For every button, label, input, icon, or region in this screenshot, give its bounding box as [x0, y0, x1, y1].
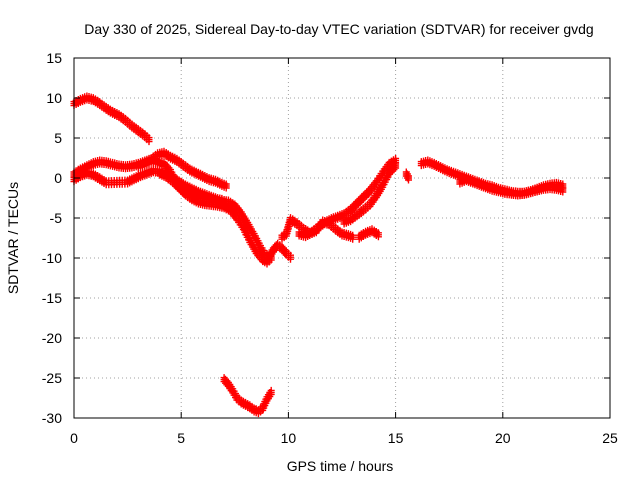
chart-title: Day 330 of 2025, Sidereal Day-to-day VTE…	[84, 21, 593, 37]
y-axis: -30 -25 -20 -15 -10 -5 0 5 10 15	[42, 50, 610, 426]
data-point	[364, 190, 372, 198]
x-tick-label: 0	[70, 430, 78, 446]
y-tick-label: -10	[42, 250, 62, 266]
data-point	[405, 176, 412, 184]
plot-frame	[73, 57, 611, 419]
data-point	[267, 390, 275, 398]
y-tick-label: -30	[42, 410, 62, 426]
series-track-M	[220, 374, 275, 418]
series-track-I	[355, 225, 382, 243]
x-axis-label: GPS time / hours	[287, 458, 394, 474]
y-tick-label: 5	[54, 130, 62, 146]
y-tick-label: -5	[50, 210, 63, 226]
data-point	[385, 170, 393, 178]
y-tick-label: -15	[42, 290, 62, 306]
x-tick-label: 10	[281, 430, 297, 446]
y-axis-label: SDTVAR / TECUs	[5, 182, 21, 294]
series-track-L	[456, 174, 567, 200]
series-track-A	[70, 92, 153, 146]
data-point	[349, 235, 357, 243]
x-tick-label: 25	[602, 430, 618, 446]
plot-area	[70, 92, 567, 418]
series-track-H	[340, 160, 400, 228]
data-point	[388, 167, 396, 175]
y-tick-label: -20	[42, 330, 62, 346]
series-track-J	[402, 168, 412, 184]
y-tick-label: -25	[42, 370, 62, 386]
data-point	[353, 202, 361, 210]
data-point	[287, 255, 294, 263]
data-point	[356, 198, 364, 206]
data-point	[355, 200, 363, 208]
data-point	[267, 256, 275, 264]
x-tick-label: 5	[177, 430, 185, 446]
data-point	[359, 195, 367, 203]
data-point	[387, 169, 395, 177]
x-tick-label: 15	[388, 430, 404, 446]
data-point	[374, 233, 382, 241]
data-point	[145, 138, 153, 146]
y-tick-label: 0	[54, 170, 62, 186]
y-tick-label: 15	[46, 50, 62, 66]
data-point	[358, 197, 366, 205]
data-point	[390, 166, 398, 174]
x-tick-label: 20	[495, 430, 511, 446]
data-point	[351, 203, 359, 211]
data-point	[559, 188, 567, 196]
y-tick-label: 10	[46, 90, 62, 106]
data-point	[222, 184, 230, 192]
x-axis: 0 5 10 15 20 25	[70, 58, 618, 446]
data-point	[392, 164, 400, 172]
data-point	[363, 192, 371, 200]
series-track-G	[295, 154, 400, 242]
data-point	[350, 205, 358, 213]
series-track-E	[156, 167, 275, 268]
